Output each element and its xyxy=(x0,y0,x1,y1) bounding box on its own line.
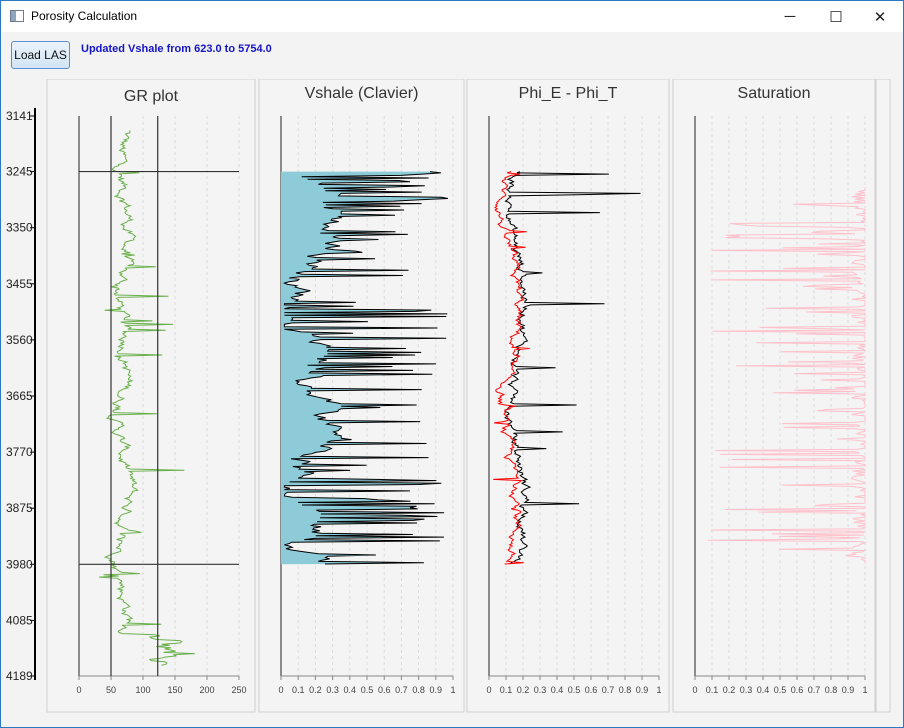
load-las-button[interactable]: Load LAS xyxy=(11,41,70,69)
x-tick-label: 150 xyxy=(167,685,182,695)
x-tick-label: 0.7 xyxy=(395,685,408,695)
x-tick-label: 0.6 xyxy=(378,685,391,695)
x-tick-label: 50 xyxy=(106,685,116,695)
x-tick-label: 250 xyxy=(231,685,246,695)
phi-e-curve xyxy=(493,171,530,565)
maximize-button[interactable]: ☐ xyxy=(829,8,843,26)
log-panel-3: Saturation 0 0.1 0.2 0.3 0.4 0.5 0.6 0.7 0.8 0.9 1 xyxy=(672,79,876,713)
phi-t-curve xyxy=(504,171,641,565)
x-tick-label: 0.9 xyxy=(430,685,443,695)
x-tick-label: 0.8 xyxy=(825,685,838,695)
x-tick-label: 0 xyxy=(692,685,697,695)
depth-tick-label: 3770 xyxy=(6,445,33,459)
panel-frame xyxy=(672,79,876,713)
gr-curve xyxy=(98,130,195,666)
x-tick-label: 0.1 xyxy=(292,685,305,695)
depth-tick-label: 3665 xyxy=(6,389,33,403)
scroll-edge xyxy=(875,79,891,713)
log-plots-area: 3141 3245 3350 3455 3560 3665 3770 3875 3980 4085… xyxy=(6,79,891,713)
depth-tick-label: 3350 xyxy=(6,221,33,235)
x-tick-label: 0 xyxy=(278,685,283,695)
x-tick-label: 0.6 xyxy=(585,685,598,695)
x-tick-label: 0.9 xyxy=(842,685,855,695)
log-panel-2: Phi_E - Phi_T 0 0.1 0.2 0.3 0.4 0.5 0.6 0.7 0.8 0.… xyxy=(466,79,670,713)
x-tick-label: 0.5 xyxy=(361,685,374,695)
x-tick-label: 0.1 xyxy=(500,685,513,695)
log-panel-1: Vshale (Clavier) 0 0.1 0.2 0.3 0.4 0.5 0.6 0.7 0.… xyxy=(258,79,465,713)
x-tick-label: 1 xyxy=(862,685,867,695)
x-tick-label: 0.7 xyxy=(808,685,821,695)
x-tick-label: 0.9 xyxy=(636,685,649,695)
x-tick-label: 1 xyxy=(450,685,455,695)
panel-title: Saturation xyxy=(738,85,811,102)
x-tick-label: 0.3 xyxy=(326,685,339,695)
x-tick-label: 0.2 xyxy=(723,685,736,695)
panel-frame xyxy=(46,79,256,713)
title-bar[interactable]: Porosity Calculation ─ ☐ ✕ xyxy=(1,1,903,32)
x-tick-label: 0.5 xyxy=(568,685,581,695)
panel-title: GR plot xyxy=(124,88,179,105)
depth-tick-label: 3141 xyxy=(6,109,33,123)
depth-tick-label: 4085 xyxy=(6,613,33,627)
x-tick-label: 0.4 xyxy=(344,685,357,695)
x-tick-label: 200 xyxy=(199,685,214,695)
window-title: Porosity Calculation xyxy=(31,9,138,23)
x-tick-label: 0.2 xyxy=(517,685,530,695)
panel-title: Vshale (Clavier) xyxy=(305,85,419,102)
x-tick-label: 0 xyxy=(76,685,81,695)
depth-tick-label: 3980 xyxy=(6,557,33,571)
x-tick-label: 0.2 xyxy=(309,685,322,695)
x-tick-label: 0 xyxy=(486,685,491,695)
status-message: Updated Vshale from 623.0 to 5754.0 xyxy=(81,43,272,55)
x-tick-label: 0.7 xyxy=(602,685,615,695)
minimize-button[interactable]: ─ xyxy=(784,8,796,25)
x-tick-label: 0.4 xyxy=(551,685,564,695)
x-tick-label: 0.1 xyxy=(706,685,719,695)
depth-tick-label: 3245 xyxy=(6,165,33,179)
x-tick-label: 0.4 xyxy=(757,685,770,695)
x-tick-label: 0.8 xyxy=(412,685,425,695)
toolbar: Load LAS Updated Vshale from 623.0 to 57… xyxy=(1,32,903,80)
vshale-curve xyxy=(282,171,449,565)
saturation-curve xyxy=(707,187,867,564)
x-tick-label: 0.6 xyxy=(791,685,804,695)
depth-tick-label: 3875 xyxy=(6,501,33,515)
x-tick-label: 0.3 xyxy=(740,685,753,695)
log-panel-0: GR plot 0 50 100 150 200 250 xyxy=(46,79,256,713)
x-tick-label: 0.8 xyxy=(619,685,632,695)
app-window-icon xyxy=(10,10,24,22)
x-tick-label: 0.5 xyxy=(774,685,787,695)
depth-tick-label: 3455 xyxy=(6,277,33,291)
panel-title: Phi_E - Phi_T xyxy=(519,85,618,102)
x-tick-label: 0.3 xyxy=(534,685,547,695)
x-tick-label: 1 xyxy=(656,685,661,695)
depth-tick-label: 3560 xyxy=(6,333,33,347)
vshale-fill xyxy=(281,171,448,565)
close-button[interactable]: ✕ xyxy=(873,8,887,26)
depth-tick-label: 4189 xyxy=(6,669,33,683)
x-tick-label: 100 xyxy=(135,685,150,695)
